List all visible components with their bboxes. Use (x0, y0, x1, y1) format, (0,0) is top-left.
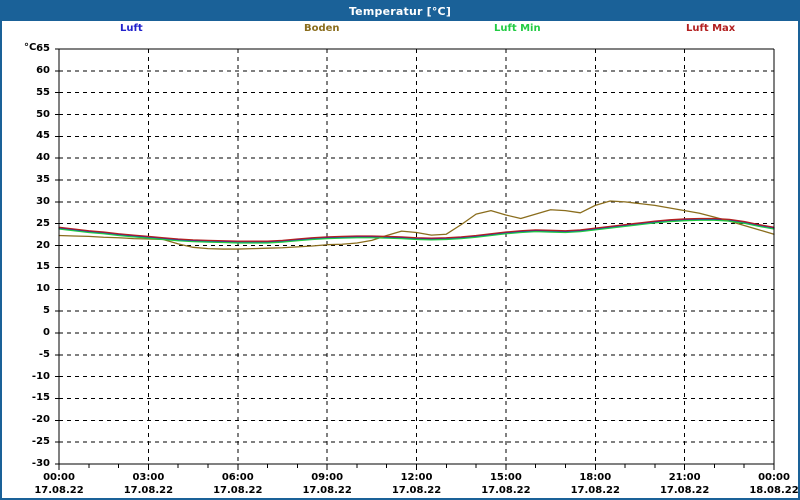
y-axis-tick-label: -25 (31, 436, 50, 448)
y-axis-tick-label: 60 (36, 64, 50, 76)
x-axis-tick-date: 17.08.22 (391, 485, 442, 496)
x-axis-tick-time: 09:00 (311, 472, 344, 483)
series-line-luft-min (58, 219, 775, 244)
y-axis-tick-label: -5 (38, 348, 50, 360)
legend-item-luft-max[interactable]: Luft Max (686, 23, 736, 34)
x-axis-tick-date: 17.08.22 (659, 485, 710, 496)
x-axis-tick-time: 12:00 (400, 472, 433, 483)
series-line-boden (58, 200, 775, 250)
y-axis-unit-label: °C (24, 42, 37, 53)
y-axis-tick-label: 10 (36, 283, 50, 295)
x-axis-tick-time: 00:00 (758, 472, 790, 483)
y-axis-tick-label: 20 (36, 239, 50, 251)
x-axis-tick-time: 21:00 (668, 472, 701, 483)
y-axis-tick-label: 65 (36, 43, 50, 54)
y-axis-tick-label: 25 (36, 217, 50, 229)
y-axis-tick-label: -15 (31, 392, 50, 404)
x-axis-tick-date: 17.08.22 (570, 485, 620, 496)
x-axis-tick-date: 17.08.22 (34, 485, 84, 496)
y-axis-tick-label: -30 (31, 458, 50, 469)
x-axis-tick-date: 17.08.22 (123, 485, 174, 496)
x-axis-tick-date: 17.08.22 (302, 485, 352, 496)
y-axis-tick-label: 15 (36, 261, 50, 273)
x-axis-tick-label: 21:00 17.08.22 (645, 472, 725, 496)
x-axis-tick-label: 12:00 17.08.22 (377, 472, 457, 496)
legend-item-luft[interactable]: Luft (120, 23, 143, 34)
x-axis-tick-time: 00:00 (43, 472, 75, 483)
y-axis-tick-label: -10 (31, 370, 50, 382)
x-axis-tick-label: 06:00 17.08.22 (198, 472, 278, 496)
series-line-luft (58, 218, 775, 243)
page-title: Temperatur [°C] (348, 5, 452, 18)
y-axis-tick-label: 55 (36, 86, 50, 98)
x-axis-tick-label: 09:00 17.08.22 (287, 472, 367, 496)
legend-item-luft-min[interactable]: Luft Min (494, 23, 541, 34)
x-axis-tick-label: 00:00 18.08.22 (734, 472, 799, 496)
y-axis-tick-label: 30 (36, 195, 50, 207)
x-axis-tick-date: 17.08.22 (213, 485, 263, 496)
y-axis-tick-label: 40 (36, 152, 50, 164)
window-title-bar: Temperatur [°C] (2, 2, 798, 21)
x-axis-tick-time: 06:00 (221, 472, 254, 483)
y-axis-tick-label: 5 (43, 305, 50, 317)
x-axis-tick-time: 18:00 (579, 472, 612, 483)
x-axis-tick-date: 17.08.22 (481, 485, 531, 496)
x-axis-tick-label: 00:00 17.08.22 (19, 472, 99, 496)
x-axis-tick-label: 18:00 17.08.22 (555, 472, 635, 496)
y-axis-tick-label: 50 (36, 108, 50, 120)
y-axis-tick-label: -20 (31, 414, 50, 426)
y-axis-tick-label: 45 (36, 130, 50, 142)
series-line-luft-max (58, 217, 775, 242)
x-axis-tick-date: 18.08.22 (749, 485, 799, 496)
legend-item-boden[interactable]: Boden (304, 23, 340, 34)
y-axis-tick-label: 35 (36, 174, 50, 186)
x-axis-tick-time: 15:00 (489, 472, 522, 483)
x-axis-tick-label: 15:00 17.08.22 (466, 472, 546, 496)
y-axis-tick-label: 0 (43, 326, 50, 338)
chart-legend: Luft Boden Luft Min Luft Max (2, 23, 798, 39)
x-axis-tick-time: 03:00 (132, 472, 165, 483)
x-axis-tick-label: 03:00 17.08.22 (108, 472, 188, 496)
